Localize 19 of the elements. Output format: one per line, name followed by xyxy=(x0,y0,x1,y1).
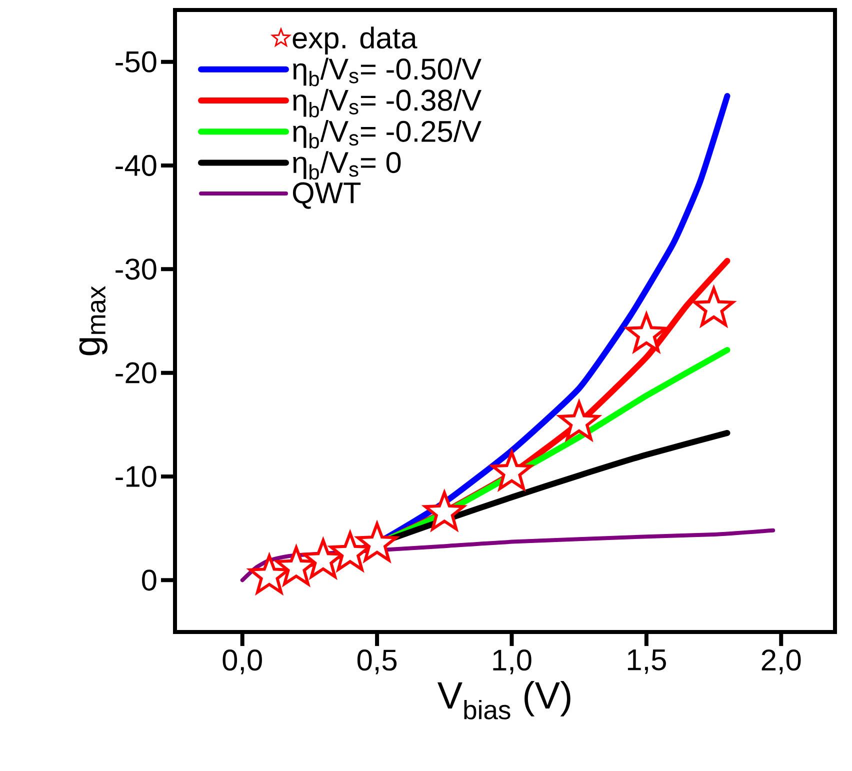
x-axis-title: V$_{bias}$ (V) xyxy=(438,681,570,720)
x-tick-label: 1,0 xyxy=(493,650,532,674)
legend-label: η$_{b}$/V$_{s}$= -0.25/V xyxy=(293,120,482,149)
legend-label: QWT xyxy=(292,182,361,209)
x-tick-label: 1,5 xyxy=(628,650,666,674)
legend-label: η$_{b}$/V$_{s}$= -0.50/V xyxy=(293,58,482,86)
x-tick-label: 2,0 xyxy=(762,650,801,674)
legend-label: η$_{b}$/V$_{s}$= 0 xyxy=(293,151,401,180)
y-tick-label: -30 xyxy=(116,258,156,280)
y-tick-label: -10 xyxy=(116,466,156,488)
y-tick-label: -50 xyxy=(116,51,156,72)
x-tick-label: 0,0 xyxy=(222,650,262,674)
y-tick-label: -20 xyxy=(116,362,156,384)
y-tick-label: 0 xyxy=(142,570,156,591)
legend-label: exp. data xyxy=(292,26,418,54)
y-axis-title: g$_{max}$ xyxy=(79,286,108,356)
legend-label: η$_{b}$/V$_{s}$= -0.38/V xyxy=(293,88,482,118)
x-tick-label: 0,5 xyxy=(357,650,397,674)
y-tick-label: -40 xyxy=(116,154,156,176)
